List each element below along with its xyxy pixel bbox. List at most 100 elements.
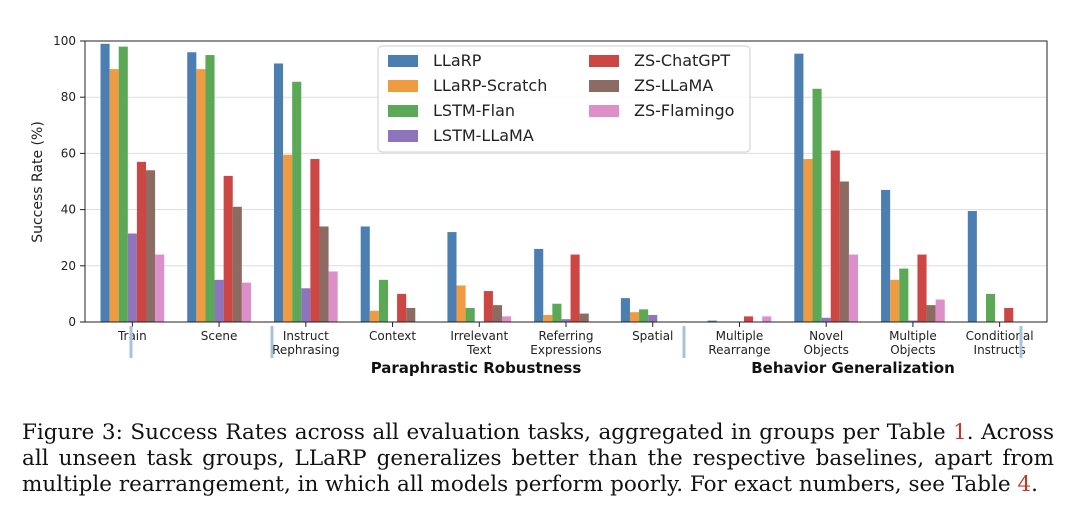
bar-llarp-10 [967,211,977,322]
y-tick-label: 100 [53,34,76,48]
group-label-paraphrastic-robustness: Paraphrastic Robustness [371,359,582,377]
bar-llarp-2 [273,63,284,322]
bar-zs-flamingo-9 [935,299,945,322]
caption-text-end: . [1031,472,1038,497]
bar-lstm-llama-2 [301,288,311,322]
x-tick-label: Multiple [716,329,764,343]
x-tick-label: Irrelevant [450,329,508,343]
bar-llarp-4 [447,232,457,322]
x-tick-label: Context [369,329,416,343]
bar-lstm-flan-8 [812,88,822,323]
bar-zs-llama-3 [406,307,416,322]
x-tick-label: Scene [201,329,238,343]
bar-lstm-llama-8 [821,317,831,322]
x-tick-label: Multiple [889,329,937,343]
legend-label-llarp: LLaRP [433,51,482,70]
bar-zs-chatgpt-1 [223,175,233,322]
legend-label-zs-flamingo: ZS-Flamingo [634,101,734,120]
bar-lstm-flan-5 [552,303,562,322]
legend-label-llarp-scratch: LLaRP-Scratch [433,76,547,95]
bar-lstm-flan-6 [639,309,649,322]
bar-llarp-scratch-3 [369,310,379,322]
bar-lstm-flan-3 [378,279,388,322]
bar-llarp-scratch-9 [890,279,900,322]
y-tick-label: 20 [61,259,76,273]
x-tick-label: Rephrasing [272,343,340,357]
bar-lstm-llama-0 [127,233,137,322]
legend-frame [377,45,751,153]
bar-zs-flamingo-1 [241,282,251,322]
bar-zs-chatgpt-0 [136,161,147,322]
x-tick-label: Conditional [966,329,1034,343]
bar-zs-flamingo-4 [502,316,512,322]
x-tick-label: Objects [804,343,849,357]
legend-swatch-lstm-llama [388,130,418,142]
legend-swatch-zs-flamingo [589,105,619,117]
y-tick-label: 80 [61,90,76,104]
legend: LLaRP LLaRP-Scratch LSTM-Flan LSTM-LLaMA ZS-… [377,45,751,153]
bar-lstm-llama-6 [648,314,658,322]
bar-zs-flamingo-0 [155,254,165,322]
caption-text-middle: . Across all unseen task groups, LLaRP g… [22,420,1054,497]
bar-zs-chatgpt-8 [830,150,840,322]
x-tick-label: Instructs [974,343,1026,357]
bar-zs-llama-0 [146,170,156,322]
figure-caption: Figure 3: Success Rates across all evalu… [22,420,1054,498]
bar-lstm-flan-1 [205,55,215,323]
bar-zs-chatgpt-2 [310,159,320,322]
legend-label-zs-chatgpt: ZS-ChatGPT [634,51,730,70]
bar-llarp-7 [707,320,717,322]
y-axis-label: Success Rate (%) [30,121,46,243]
group-label-behavior-generalization: Behavior Generalization [751,359,955,377]
bar-lstm-flan-2 [292,81,302,323]
bar-lstm-llama-1 [214,279,224,322]
group-separators [129,326,1023,358]
legend-swatch-zs-chatgpt [589,55,619,67]
bar-lstm-flan-4 [465,307,475,322]
bar-llarp-5 [534,248,544,322]
bar-zs-chatgpt-7 [744,316,754,322]
legend-swatch-lstm-flan [388,105,418,117]
bar-zs-llama-2 [319,226,329,322]
bar-zs-flamingo-8 [848,254,859,322]
y-tick-label: 60 [61,146,76,160]
table-ref-1-link[interactable]: 1 [953,420,967,445]
bar-llarp-scratch-0 [109,69,119,322]
x-tick-label: Objects [890,343,935,357]
bar-llarp-scratch-4 [456,285,466,322]
bar-zs-llama-9 [926,305,936,322]
bars [100,43,1014,323]
bar-llarp-scratch-6 [629,312,640,322]
x-tick-label: Referring [538,329,593,343]
legend-label-lstm-flan: LSTM-Flan [433,101,515,120]
legend-label-zs-llama: ZS-LLaMA [634,76,713,95]
bar-zs-chatgpt-4 [483,291,493,322]
bar-llarp-1 [187,52,197,323]
bar-llarp-scratch-5 [543,314,553,322]
legend-label-lstm-llama: LSTM-LLaMA [433,126,534,145]
x-tick-label: Text [466,343,492,357]
bar-llarp-9 [881,189,891,322]
x-tick-label: Rearrange [708,343,770,357]
bar-zs-llama-8 [839,181,849,322]
bar-lstm-llama-5 [561,319,571,322]
bar-zs-llama-1 [232,206,242,322]
bar-lstm-flan-0 [118,46,128,323]
bar-llarp-scratch-1 [196,69,206,322]
bar-lstm-llama-9 [908,320,918,322]
bar-zs-chatgpt-10 [1004,307,1014,322]
bar-llarp-scratch-2 [283,154,293,322]
bar-lstm-flan-10 [985,293,996,322]
bar-zs-chatgpt-9 [917,254,927,322]
y-tick-label: 40 [61,203,76,217]
legend-swatch-llarp [388,55,418,67]
bar-zs-llama-5 [579,313,589,322]
y-tick-label: 0 [68,315,76,329]
bar-zs-chatgpt-5 [570,254,580,322]
table-ref-4-link[interactable]: 4 [1017,472,1032,497]
caption-text-start: Figure 3: Success Rates across all evalu… [22,420,954,445]
bar-llarp-6 [620,298,630,322]
bar-llarp-8 [794,53,804,323]
x-tick-label: Expressions [530,343,601,357]
